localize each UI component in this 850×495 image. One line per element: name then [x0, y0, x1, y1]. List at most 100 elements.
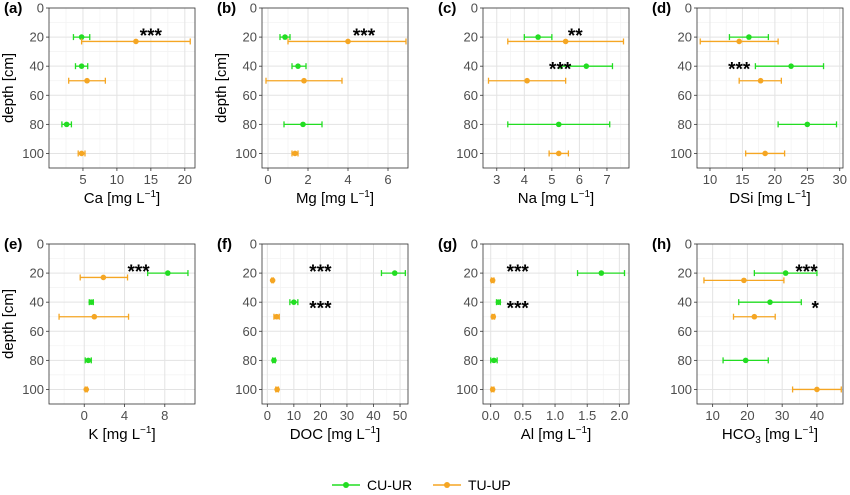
x-tick-label: 3	[493, 172, 500, 187]
point-tu-up-23	[79, 274, 129, 281]
x-axis-title: K [mg L−1]	[88, 425, 155, 443]
y-tick-label: 0	[250, 237, 257, 252]
x-tick-label: 30	[833, 172, 847, 187]
x-axis-title-part: [mg L	[761, 426, 803, 443]
y-tick-label: 20	[243, 30, 257, 45]
data-point	[83, 386, 90, 393]
data-point	[165, 270, 171, 276]
data-point	[491, 357, 497, 364]
panel-frame	[261, 7, 409, 169]
point-cu-ur-80	[283, 121, 323, 128]
data-point	[742, 357, 749, 364]
y-axis-title: depth [cm]	[213, 53, 230, 123]
x-tick-label: 7	[603, 172, 610, 187]
significance-label: ***	[309, 299, 332, 320]
y-axis-title: depth [cm]	[0, 53, 17, 123]
y-tick-label: 100	[22, 382, 44, 397]
point-tu-up-23	[287, 38, 407, 45]
x-tick-label: 1.0	[546, 408, 564, 423]
plot-area	[262, 244, 408, 404]
point-cu-ur-20	[72, 34, 91, 41]
panel-frame	[261, 243, 409, 405]
x-axis-title-part: −1	[576, 425, 588, 436]
panel-frame	[48, 7, 196, 169]
data-point	[291, 299, 297, 305]
point-tu-up-100	[274, 386, 280, 393]
y-tick-label: 80	[678, 117, 692, 132]
point-tu-up-23	[80, 38, 191, 45]
plot-area	[697, 244, 843, 404]
x-axis-title-part: −1	[803, 425, 815, 436]
x-tick-label: 50	[393, 408, 407, 423]
point-tu-up-50	[738, 77, 783, 84]
data-point	[562, 38, 569, 45]
panel-tag: (h)	[652, 236, 671, 253]
point-cu-ur-40	[754, 63, 825, 70]
y-tick-label: 20	[30, 266, 44, 281]
panel-frame	[482, 7, 630, 169]
x-tick-label: 20	[178, 172, 192, 187]
point-tu-up-23	[507, 38, 625, 45]
panel-f: 0 20 40 60 80 100 0 10 20 30 40 50 *** *** (f) DOC [mg …	[217, 236, 409, 443]
x-tick-label: 4	[521, 172, 528, 187]
x-axis-title: Al [mg L−1]	[521, 425, 592, 443]
y-tick-label: 20	[30, 30, 44, 45]
point-cu-ur-80	[271, 357, 277, 364]
x-axis-title-part: −1	[145, 189, 157, 200]
point-cu-ur-80	[777, 121, 838, 128]
significance-label: ***	[549, 60, 572, 81]
point-cu-ur-80	[722, 357, 769, 364]
y-tick-label: 0	[250, 1, 257, 16]
data-point	[489, 386, 496, 393]
point-tu-up-100	[745, 150, 786, 157]
data-point	[271, 357, 277, 364]
y-tick-label: 20	[678, 266, 692, 281]
plot-area	[49, 8, 195, 168]
x-axis-title-part: ]	[156, 190, 160, 207]
y-tick-label: 20	[464, 30, 478, 45]
x-axis-title-part: DOC [mg L	[290, 426, 365, 443]
panel-g: 0 20 40 60 80 100 0.0 0.5 1.0 1.5 2.0 *** *** (g) Al […	[438, 236, 630, 443]
y-axis-title: depth [cm]	[0, 289, 17, 359]
point-cu-ur-80	[507, 121, 611, 128]
y-tick-label: 80	[678, 353, 692, 368]
point-cu-ur-40	[88, 299, 95, 306]
x-axis-title-part: DSi [mg L	[729, 190, 795, 207]
data-point	[78, 150, 85, 157]
panel-frame	[696, 7, 844, 169]
y-tick-label: 80	[464, 117, 478, 132]
x-tick-label: 15	[144, 172, 158, 187]
significance-label: ***	[795, 262, 818, 283]
data-point	[782, 270, 789, 276]
y-tick-label: 40	[464, 59, 478, 74]
y-tick-label: 80	[30, 117, 44, 132]
x-tick-label: 0	[264, 172, 271, 187]
point-cu-ur-20	[147, 270, 189, 277]
y-tick-label: 40	[30, 295, 44, 310]
data-point	[100, 274, 107, 281]
data-point	[85, 357, 92, 364]
y-tick-label: 60	[678, 88, 692, 103]
point-tu-up-25	[703, 277, 785, 284]
y-tick-label: 60	[243, 88, 257, 103]
plot-area	[483, 8, 629, 168]
x-tick-label: 15	[735, 172, 749, 187]
y-tick-label: 0	[37, 1, 44, 16]
x-tick-label: 30	[775, 408, 789, 423]
x-axis-title-part: Mg [mg L	[296, 190, 359, 207]
data-point	[736, 38, 742, 45]
significance-label: **	[568, 26, 583, 47]
x-axis-title-part: −1	[140, 425, 152, 436]
point-tu-up-25	[489, 277, 496, 284]
panel-tag: (d)	[652, 0, 671, 17]
data-point	[524, 77, 530, 84]
data-point	[788, 63, 794, 69]
data-point	[345, 38, 351, 45]
data-point	[767, 299, 773, 305]
x-tick-label: 10	[703, 172, 717, 187]
point-cu-ur-80	[84, 357, 92, 364]
x-tick-label: 0	[264, 408, 271, 423]
